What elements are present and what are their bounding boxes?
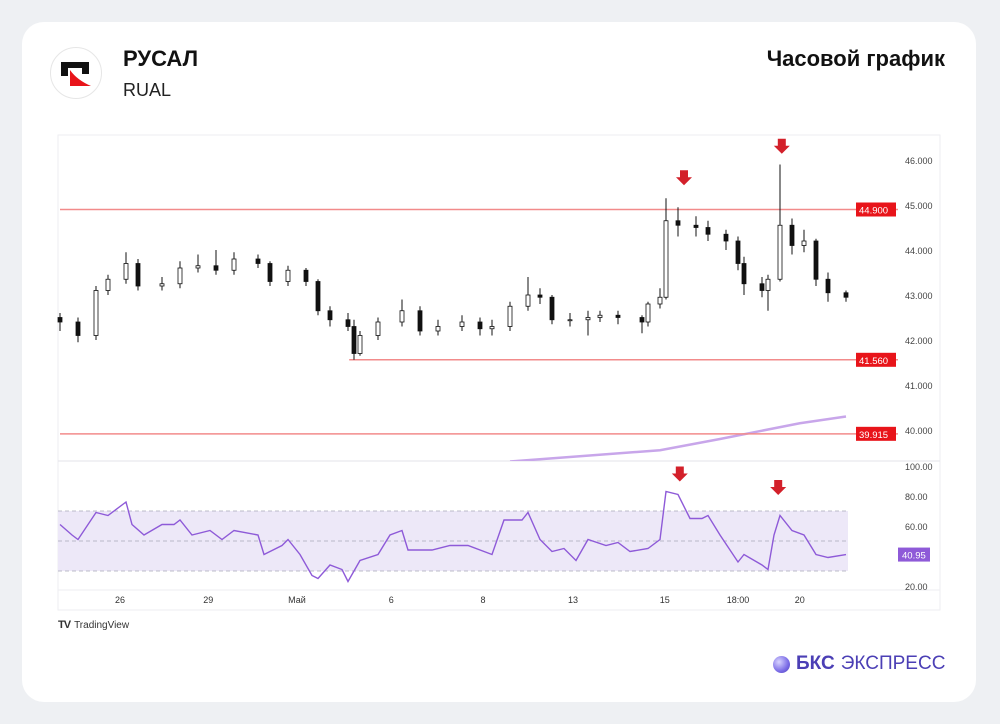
candle-body <box>123 263 129 280</box>
candle-body <box>585 317 591 321</box>
moving-average-line <box>509 415 847 461</box>
candle-body <box>75 321 81 336</box>
candle-body <box>477 321 483 330</box>
rsi-signal-arrow-icon <box>671 466 688 482</box>
price-tick-label: 42.000 <box>905 336 933 346</box>
candle-body <box>801 240 807 246</box>
candle-body <box>735 240 741 264</box>
candle-body <box>435 326 441 332</box>
candle-body <box>777 224 783 280</box>
time-tick-label: 13 <box>568 595 578 605</box>
candle-body <box>399 310 405 323</box>
candle-body <box>525 294 531 307</box>
price-tick-label: 46.000 <box>905 156 933 166</box>
candle-body <box>705 227 711 235</box>
rsi-tick-label: 80.00 <box>905 492 928 502</box>
candle-body <box>195 265 201 269</box>
brand-rest: ЭКСПРЕСС <box>840 653 946 674</box>
rsi-last-box <box>898 547 930 562</box>
candle-body <box>267 263 273 282</box>
time-tick-label: 18:00 <box>727 595 750 605</box>
ticker-code: RUAL <box>123 80 172 100</box>
candle-body <box>663 220 669 298</box>
candle-body <box>675 220 681 226</box>
time-tick-label: Май <box>288 595 306 605</box>
candle-body <box>567 319 573 322</box>
rsi-last-label: 40.95 <box>902 551 926 562</box>
candle-body <box>57 317 63 323</box>
level-label-box <box>856 202 896 217</box>
time-tick-label: 20 <box>795 595 805 605</box>
rsi-tick-label: 100.00 <box>905 462 933 472</box>
candle-body <box>93 290 99 336</box>
candle-body <box>645 303 651 323</box>
level-label-box <box>856 352 896 367</box>
company-name: РУСАЛ <box>123 46 199 71</box>
candle-body <box>159 283 165 287</box>
time-tick-label: 8 <box>480 595 485 605</box>
candle-body <box>549 296 555 321</box>
candle-body <box>789 224 795 246</box>
brand-bold: БКС <box>796 653 835 674</box>
level-label: 44.900 <box>859 206 888 217</box>
candle-body <box>135 263 141 287</box>
rsi-signal-arrow-icon <box>770 480 787 495</box>
candle-body <box>357 335 363 354</box>
candle-body <box>639 317 645 323</box>
candle-body <box>489 326 495 330</box>
candle-body <box>375 321 381 336</box>
candle-body <box>843 292 849 298</box>
signal-arrow-icon <box>773 138 790 154</box>
candle-body <box>759 283 765 291</box>
time-tick-label: 15 <box>660 595 670 605</box>
candle-body <box>345 319 351 327</box>
candle-body <box>825 278 831 294</box>
price-tick-label: 44.000 <box>905 246 933 256</box>
candle-body <box>351 326 357 354</box>
level-label: 41.560 <box>859 356 888 367</box>
bks-sphere-icon <box>773 655 790 673</box>
candle-body <box>105 278 111 291</box>
time-tick-label: 26 <box>115 595 125 605</box>
tradingview-logo-icon: TV <box>58 619 71 631</box>
candle-body <box>303 269 309 282</box>
price-tick-label: 40.000 <box>905 426 933 436</box>
price-tick-label: 43.000 <box>905 291 933 301</box>
bks-express-logo: БКС ЭКСПРЕСС <box>773 653 945 675</box>
candle-body <box>315 281 321 312</box>
level-label: 39.915 <box>859 430 888 441</box>
time-tick-label: 6 <box>389 595 394 605</box>
candle-body <box>255 258 261 264</box>
candle-body <box>597 314 603 318</box>
candle-body <box>657 296 663 305</box>
tradingview-label: TradingView <box>74 619 130 631</box>
chart-title: Часовой график <box>766 46 945 71</box>
candle-body <box>537 294 543 298</box>
time-tick-label: 29 <box>203 595 213 605</box>
rsi-tick-label: 60.00 <box>905 522 928 532</box>
tradingview-attribution[interactable]: TV TradingView <box>58 619 129 631</box>
signal-arrow-icon <box>676 170 692 186</box>
candle-body <box>417 310 423 332</box>
candle-body <box>765 278 771 291</box>
candle-body <box>213 265 219 271</box>
candle-body <box>741 263 747 285</box>
candle-body <box>813 240 819 280</box>
price-tick-label: 41.000 <box>905 381 933 391</box>
candle-body <box>327 310 333 321</box>
rsi-tick-label: 20.00 <box>905 582 928 592</box>
candle-body <box>231 258 237 271</box>
rusal-logo <box>50 47 102 99</box>
level-label-box <box>856 426 896 441</box>
candle-body <box>723 233 729 242</box>
candle-body <box>177 267 183 285</box>
candle-body <box>693 224 699 228</box>
candle-body <box>507 305 513 327</box>
candle-body <box>615 314 621 318</box>
rsi-line <box>59 490 847 583</box>
price-tick-label: 45.000 <box>905 201 933 211</box>
candle-body <box>459 321 465 327</box>
candle-body <box>285 269 291 282</box>
